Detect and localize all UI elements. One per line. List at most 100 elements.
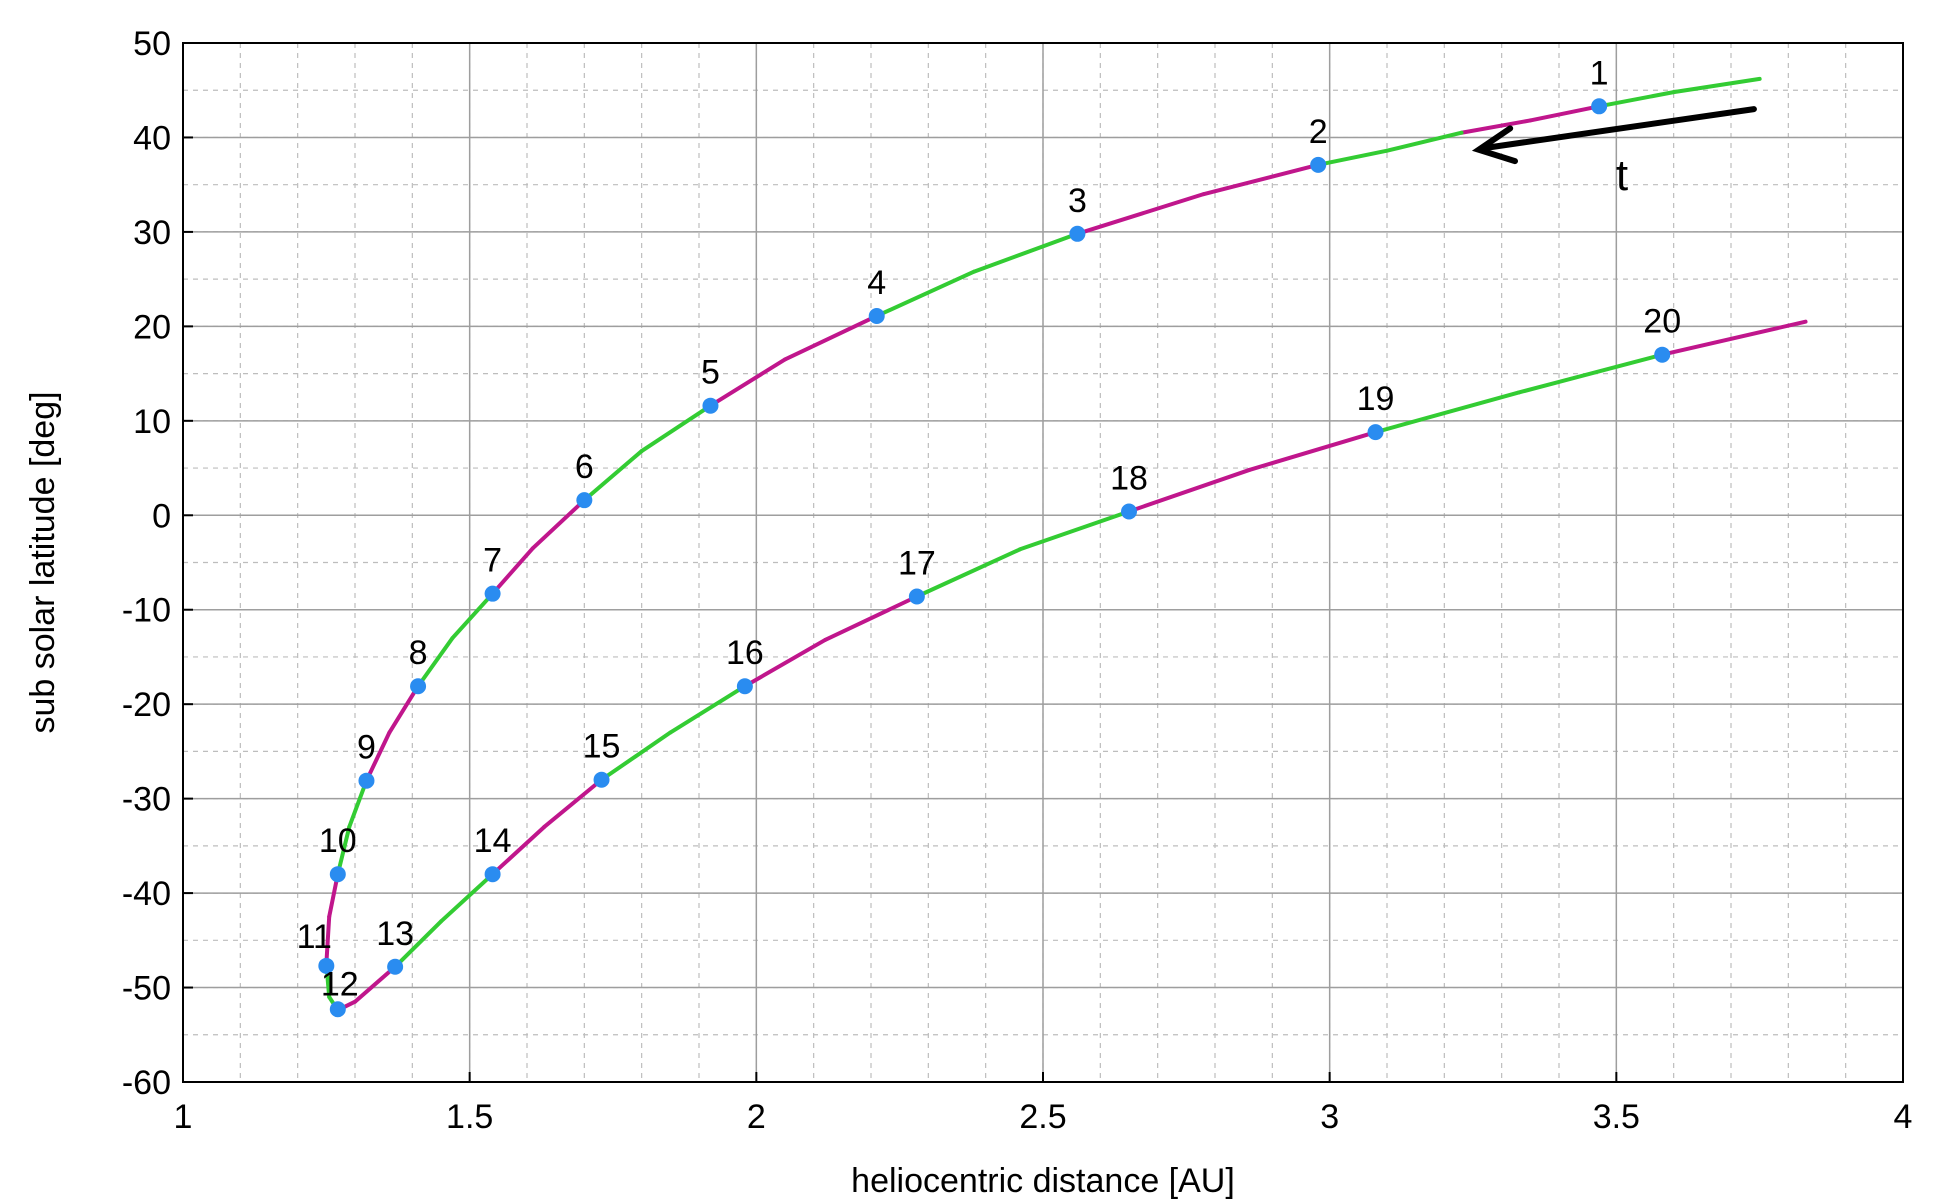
trajectory-segment [393,919,443,969]
data-point-3 [1069,225,1086,242]
data-point-13 [387,958,404,975]
trajectory-segment [347,778,369,829]
trajectory-segment [335,824,352,877]
x-tick-label: 4 [1894,1098,1913,1136]
trajectory-segment [1660,319,1808,357]
y-tick-label: 30 [133,214,171,252]
data-point-15 [593,771,610,788]
data-point-label: 6 [575,448,594,486]
trajectory-segment [668,684,747,735]
data-point-1 [1591,98,1608,115]
x-tick-label: 1.5 [446,1098,493,1136]
trajectory-segment [1373,390,1521,435]
data-point-label: 17 [898,545,936,583]
data-point-19 [1367,424,1384,441]
trajectory-segment [530,498,587,551]
data-point-11 [318,957,335,974]
data-point-7 [484,585,501,602]
data-point-9 [358,772,375,789]
trajectory-segment [708,357,787,408]
trajectory-segment [823,594,919,642]
data-point-label: 19 [1357,380,1395,418]
trajectory-segment [1385,130,1464,153]
trajectory-segment [1459,118,1533,135]
y-tick-label: -40 [122,875,171,913]
trajectory-segment [1127,467,1252,514]
x-tick-label: 2.5 [1019,1098,1066,1136]
trajectory-segment [1201,162,1321,197]
data-point-label: 11 [297,918,332,956]
x-tick-label: 2 [747,1098,766,1136]
trajectory-segment [742,637,828,689]
trajectory-segment [1528,104,1602,123]
data-point-12 [329,1001,346,1018]
trajectory-segment [542,777,604,829]
data-point-17 [908,588,925,605]
y-tick-label: -50 [122,970,171,1008]
data-point-label: 8 [409,634,428,672]
trajectory-segment [353,964,398,1004]
data-point-label: 7 [483,542,502,580]
y-tick-label: -60 [122,1064,171,1102]
x-axis-title: heliocentric distance [AU] [851,1162,1235,1200]
data-point-4 [868,307,885,324]
trajectory-segment [1516,352,1665,395]
data-point-2 [1310,156,1327,173]
y-tick-label: -10 [122,592,171,630]
data-point-8 [410,678,427,695]
data-point-label: 4 [867,264,886,302]
data-point-6 [576,492,593,509]
data-point-label: 9 [357,729,376,767]
trajectory-segment [874,269,977,318]
trajectory-segment [490,824,547,877]
trajectory-segment [450,591,495,641]
x-tick-label: 3.5 [1593,1098,1640,1136]
arrow-label: t [1616,151,1628,200]
data-point-10 [329,866,346,883]
data-point-label: 3 [1068,182,1087,220]
y-axis-title: sub solar latitude [deg] [24,391,62,733]
data-point-label: 10 [319,822,357,860]
trajectory-segment [490,546,535,596]
trajectory-segment [1247,430,1378,472]
time-arrow: t [1471,106,1757,200]
x-tick-label: 1 [174,1098,193,1136]
trajectory-segment [387,684,421,735]
trajectory-segment [783,313,879,362]
trajectory-segment [1075,192,1206,236]
data-point-label: 14 [474,822,512,860]
data-point-14 [484,866,501,883]
trajectory-segment [1671,76,1762,95]
data-point-label: 5 [701,354,720,392]
x-axis-ticks: 1 1.5 2 2.5 3 3.5 4 [174,1072,1913,1136]
data-point-label: 15 [583,728,621,766]
y-tick-label: 10 [133,403,171,441]
y-tick-label: 40 [133,119,171,157]
y-tick-label: 50 [133,25,171,63]
trajectory-segment [416,636,455,689]
data-point-label: 18 [1110,459,1148,497]
y-axis-ticks: -60 -50 -40 -30 -20 -10 0 10 20 30 40 50 [122,25,193,1102]
trajectory-segment [639,403,713,454]
data-point-label: 16 [726,634,764,672]
y-tick-label: 20 [133,308,171,346]
arrow-shaft [1483,106,1757,151]
trajectory-segment [972,231,1080,274]
data-point-label: 2 [1309,113,1328,151]
trajectory-segment [914,547,1023,599]
data-point-20 [1654,346,1671,363]
y-tick-label: -30 [122,781,171,819]
y-tick-label: -20 [122,686,171,724]
trajectory-segment [439,872,495,924]
trajectory-segment [364,730,392,783]
arrow-head [1471,125,1518,165]
trajectory-segment [1597,90,1676,109]
data-point-label: 13 [376,915,414,953]
trajectory-segment [1018,509,1131,552]
x-tick-label: 3 [1320,1098,1339,1136]
trajectory-line [324,76,1808,1013]
trajectory-segment [1316,148,1389,167]
y-tick-label: 0 [152,497,171,535]
